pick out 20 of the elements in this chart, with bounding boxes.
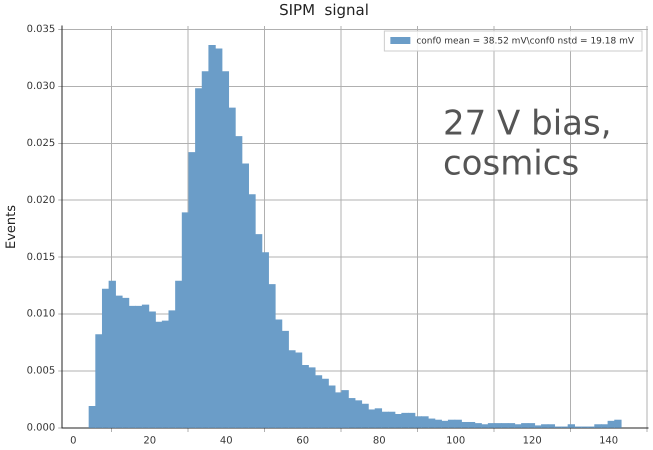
x-tick-label: 120 (522, 436, 542, 447)
y-tick-label: 0.010 (26, 308, 56, 320)
x-tick-label: 0 (70, 436, 77, 447)
x-tick-label: 40 (220, 436, 233, 447)
y-tick-label: 0.000 (26, 422, 56, 434)
y-tick-label: 0.035 (26, 24, 56, 36)
x-tick-label: 140 (599, 436, 618, 447)
y-tick-label: 0.005 (26, 366, 56, 377)
y-tick-label: 0.030 (26, 80, 56, 92)
y-tick-label: 0.015 (26, 252, 56, 263)
x-tick-label: 60 (296, 436, 310, 447)
x-tick-label: 80 (372, 436, 386, 447)
y-axis-title: Events (4, 204, 20, 250)
x-tick-label: 20 (143, 436, 156, 447)
y-tick-label: 0.025 (26, 138, 56, 149)
legend-label: conf0 mean = 38.52 mV\conf0 nstd = 19.18 mV (416, 36, 635, 46)
chart-title: SIPM signal (279, 0, 369, 19)
x-tick-label: 100 (446, 436, 466, 447)
annotation: 27 V bias, cosmics (442, 104, 612, 184)
y-tick-label: 0.020 (26, 194, 56, 206)
